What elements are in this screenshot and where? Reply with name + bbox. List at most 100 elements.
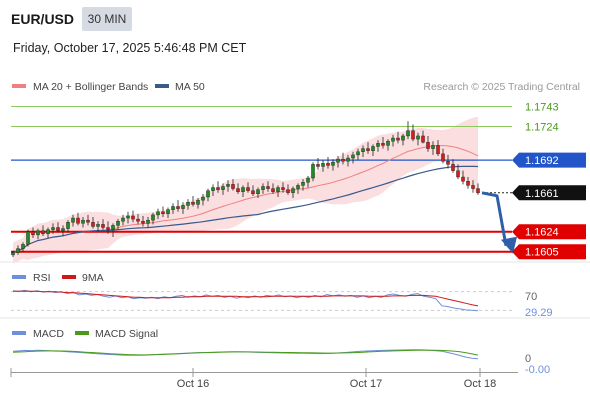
rsi-legend: RSI 9MA xyxy=(12,272,104,284)
candle xyxy=(356,148,360,161)
legend-label-ma20: MA 20 + Bollinger Bands xyxy=(33,81,148,93)
candle xyxy=(126,211,130,224)
candle xyxy=(376,140,380,152)
candle xyxy=(251,185,255,196)
forecast-arrow-head xyxy=(501,236,517,254)
candle-body-down xyxy=(456,170,460,178)
price-tag xyxy=(512,152,586,168)
candle xyxy=(211,184,215,196)
candle-body-down xyxy=(341,158,345,162)
candle-body-down xyxy=(191,202,195,205)
ma50-line xyxy=(12,165,479,254)
candle-body-up xyxy=(26,231,30,245)
timeframe-badge[interactable]: 30 MIN xyxy=(82,7,132,31)
candle-body-up xyxy=(261,186,265,190)
resistance-label: 1.1743 xyxy=(525,101,559,113)
rsi-panel: 70 29.29 xyxy=(11,289,553,319)
resistance-label: 1.1724 xyxy=(525,121,559,133)
candle xyxy=(276,185,280,197)
candle xyxy=(386,139,390,151)
moving-averages xyxy=(12,145,479,254)
candle-body-down xyxy=(101,224,105,228)
candle-body-down xyxy=(446,161,450,165)
candle-body-up xyxy=(111,225,115,230)
candle xyxy=(246,182,250,193)
candle-body-down xyxy=(231,184,235,189)
candle-body-up xyxy=(356,151,360,156)
bollinger-bands xyxy=(13,116,478,264)
candle xyxy=(206,188,210,202)
candle-body-down xyxy=(56,227,60,231)
candle xyxy=(446,154,450,169)
candle-body-up xyxy=(431,145,435,149)
candle xyxy=(346,154,350,167)
candle-body-up xyxy=(121,217,125,222)
candle-body-up xyxy=(11,252,15,256)
candle-body-up xyxy=(226,184,230,187)
macd-panel: 0-0.00 xyxy=(12,349,550,376)
price-tag-text: 1.1605 xyxy=(525,247,559,259)
candle xyxy=(86,214,90,226)
candle xyxy=(266,181,270,192)
price-levels xyxy=(11,105,512,253)
candle xyxy=(66,220,70,233)
candle-body-up xyxy=(116,221,120,226)
candle-body-up xyxy=(221,186,225,190)
candle-body-down xyxy=(466,181,470,186)
price-label-support: 1.1624 xyxy=(512,224,586,240)
candle xyxy=(186,199,190,210)
candle xyxy=(366,142,370,154)
candle xyxy=(146,217,150,228)
legend-label-rsi: RSI xyxy=(33,272,51,284)
candle xyxy=(301,179,305,191)
candle xyxy=(41,225,45,236)
candle xyxy=(311,162,315,182)
candle xyxy=(36,228,40,240)
candle-body-up xyxy=(256,189,260,195)
legend-label-macd-signal: MACD Signal xyxy=(95,328,158,340)
candle xyxy=(161,206,165,217)
candle-body-up xyxy=(21,244,25,249)
legend-label-macd: MACD xyxy=(33,328,64,340)
candle xyxy=(436,140,440,156)
candle xyxy=(106,221,110,234)
price-tag xyxy=(512,224,586,240)
candle xyxy=(416,132,420,146)
credit-text: Research © 2025 Trading Central xyxy=(423,81,580,93)
candle xyxy=(406,121,410,140)
candle xyxy=(191,195,195,207)
candle xyxy=(96,221,100,232)
candle-body-down xyxy=(426,142,430,149)
candle-body-up xyxy=(46,229,50,235)
candle-body-up xyxy=(241,187,245,192)
candle-body-up xyxy=(346,157,350,162)
candle-body-down xyxy=(281,187,285,190)
candle-body-down xyxy=(141,221,145,224)
legend-swatch-ma20 xyxy=(12,84,26,88)
forecast-arrow-shaft xyxy=(481,191,508,247)
candle-body-up xyxy=(336,158,340,163)
bollinger-band-fill xyxy=(13,116,478,264)
legend-swatch-ma50 xyxy=(155,84,169,88)
candle-body-up xyxy=(66,222,70,229)
x-axis-ticks: Oct 16 Oct 17 Oct 18 xyxy=(10,368,496,390)
candle-body-up xyxy=(96,224,100,227)
candle-body-up xyxy=(331,162,335,166)
candle xyxy=(231,179,235,191)
price-labels: 1.1743 1.1724 1.1692 1.1661 1.1624 1.1605 xyxy=(512,101,586,260)
x-tick-label: Oct 16 xyxy=(177,378,209,390)
candle-body-down xyxy=(286,189,290,193)
candle xyxy=(116,219,120,230)
candle-body-down xyxy=(421,135,425,143)
candle xyxy=(401,133,405,146)
candle-body-up xyxy=(181,205,185,209)
candle-body-up xyxy=(61,228,65,231)
candle-body-down xyxy=(436,145,440,155)
candle xyxy=(431,141,435,155)
macd-value-label: -0.00 xyxy=(525,364,550,376)
candle-body-up xyxy=(416,135,420,140)
candle-body-down xyxy=(271,188,275,192)
candle-body-up xyxy=(196,199,200,205)
candle-body-up xyxy=(211,187,215,191)
candle xyxy=(16,245,20,255)
